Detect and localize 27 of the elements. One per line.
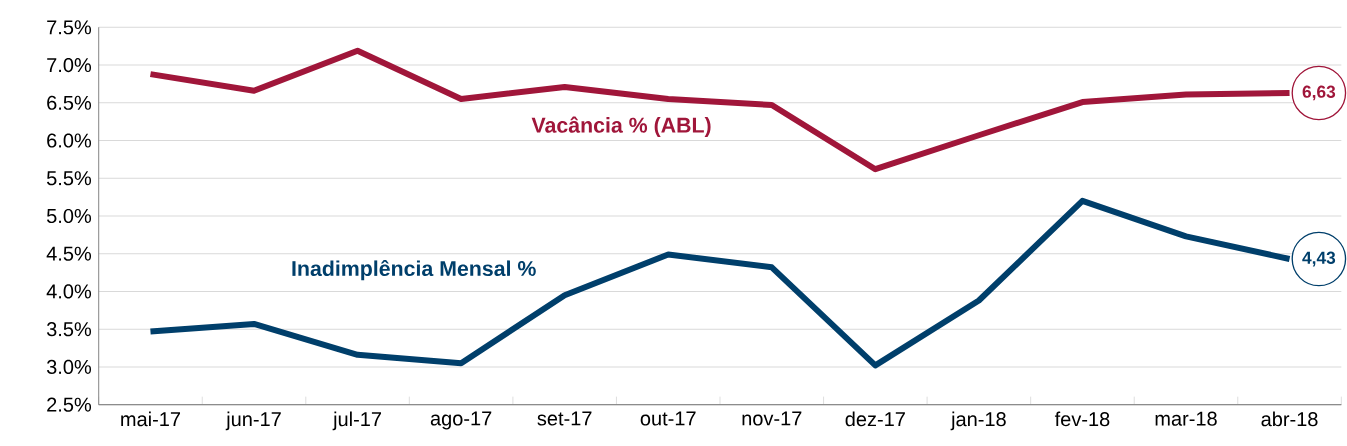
x-tick-label: dez-17 [845,411,905,427]
x-tick-label: jan-18 [950,411,1006,431]
data-label: 6,63 [1302,85,1336,101]
x-tick-label: nov-17 [742,411,802,426]
x-tick-label: mar-18 [1155,411,1217,426]
y-tick-label: 5.0% [46,208,92,224]
x-tick-label: ago-17 [430,411,492,430]
y-tick-label: 2.5% [47,397,92,412]
x-tick-label: jun-17 [225,411,281,431]
x-tick-label: abr-18 [1261,411,1318,427]
series-label: Vacância % (ABL) [531,116,711,137]
series-label: Inadimplência Mensal % [292,259,536,281]
data-label: 4,43 [1302,251,1336,267]
y-tick-label: 7.0% [47,57,92,73]
y-tick-label: 3.5% [46,322,92,337]
y-tick-label: 7.5% [47,20,92,35]
x-tick-label: fev-18 [1054,411,1110,427]
y-tick-label: 3.0% [46,359,92,374]
x-tick-label: set-17 [537,411,592,426]
y-tick-label: 4.5% [46,246,92,261]
x-tick-label: out-17 [640,411,696,426]
y-tick-label: 6.0% [47,133,92,148]
x-tick-label: mai-17 [121,411,181,427]
y-tick-label: 4.0% [46,284,92,299]
y-tick-label: 5.5% [46,171,92,186]
y-tick-label: 6.5% [47,95,92,110]
x-tick-label: jul-17 [332,411,382,431]
